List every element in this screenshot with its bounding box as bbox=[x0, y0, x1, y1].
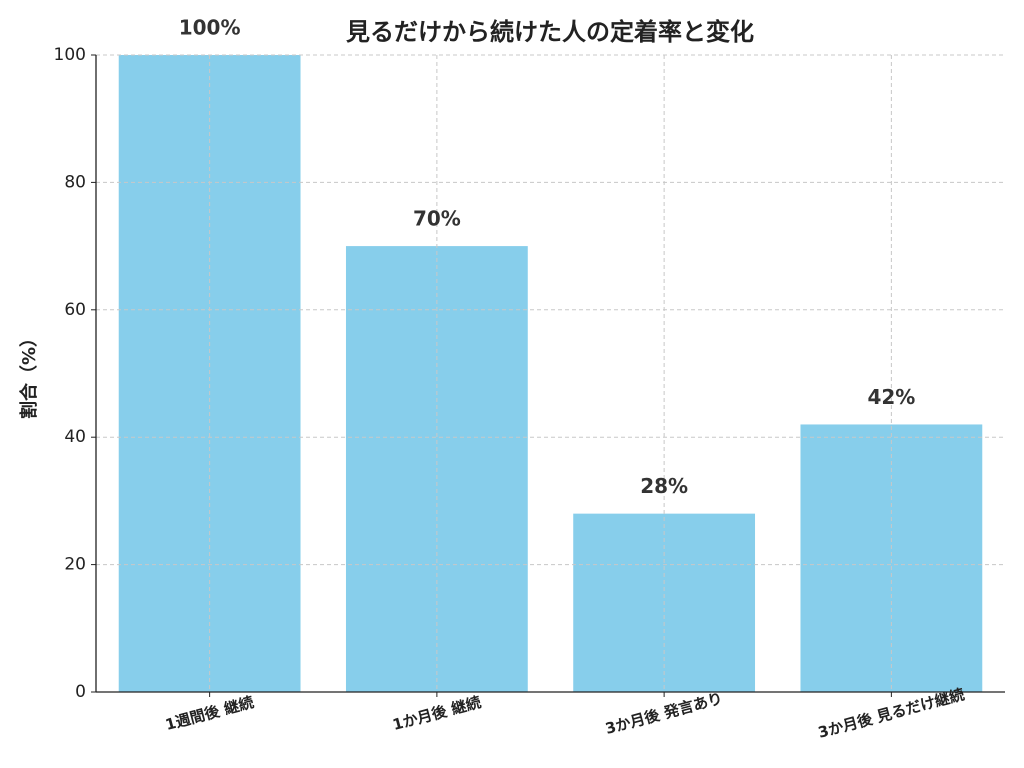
x-tick-label: 1週間後 継続 bbox=[163, 693, 255, 734]
value-label: 70% bbox=[413, 207, 461, 231]
y-tick-label: 0 bbox=[75, 682, 86, 702]
value-label: 28% bbox=[640, 474, 688, 498]
y-tick-label: 40 bbox=[64, 427, 86, 447]
y-tick-label: 60 bbox=[64, 300, 86, 320]
chart-title: 見るだけから続けた人の定着率と変化 bbox=[346, 18, 754, 46]
x-tick-label: 1か月後 継続 bbox=[391, 693, 483, 734]
y-axis-label: 割合（%） bbox=[18, 329, 40, 419]
value-label: 100% bbox=[179, 16, 241, 40]
y-tick-label: 100 bbox=[54, 45, 86, 65]
y-tick-label: 20 bbox=[64, 555, 86, 575]
y-tick-label: 80 bbox=[64, 172, 86, 192]
value-label: 42% bbox=[867, 385, 915, 409]
